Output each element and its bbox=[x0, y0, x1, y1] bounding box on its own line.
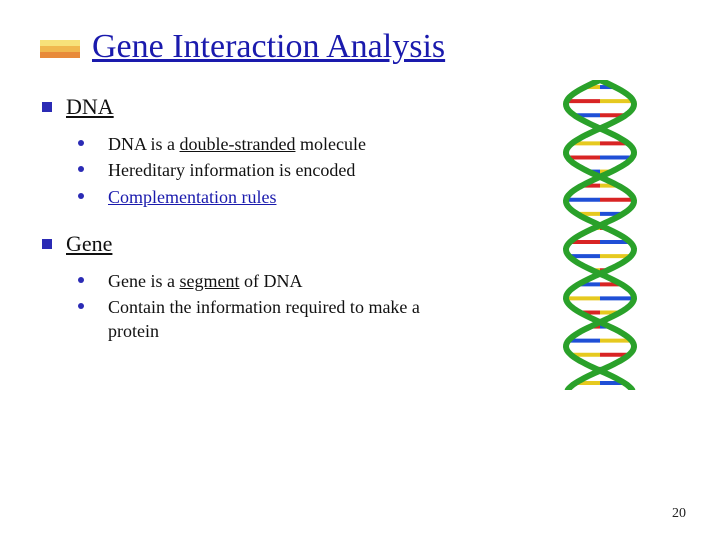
complementation-link[interactable]: Complementation rules bbox=[108, 187, 276, 207]
slide-title: Gene Interaction Analysis bbox=[92, 28, 445, 66]
slide: Gene Interaction Analysis DNA DNA is a d… bbox=[0, 0, 720, 540]
dot-bullet-icon bbox=[78, 277, 84, 283]
dot-bullet-icon bbox=[78, 303, 84, 309]
title-accent-icon bbox=[40, 40, 80, 58]
title-row: Gene Interaction Analysis bbox=[40, 28, 680, 66]
section-label-dna: DNA bbox=[66, 94, 114, 120]
square-bullet-icon bbox=[42, 239, 52, 249]
section-label-gene: Gene bbox=[66, 231, 112, 257]
page-number: 20 bbox=[672, 506, 686, 522]
list-item-text: DNA is a double-stranded molecule bbox=[108, 132, 366, 156]
dna-helix-icon bbox=[540, 80, 660, 390]
list-item-text: Contain the information required to make… bbox=[108, 295, 468, 344]
list-item-text: Gene is a segment of DNA bbox=[108, 269, 302, 293]
list-item-text: Complementation rules bbox=[108, 185, 276, 209]
dot-bullet-icon bbox=[78, 166, 84, 172]
square-bullet-icon bbox=[42, 102, 52, 112]
list-item-text: Hereditary information is encoded bbox=[108, 158, 355, 182]
dot-bullet-icon bbox=[78, 140, 84, 146]
dot-bullet-icon bbox=[78, 193, 84, 199]
